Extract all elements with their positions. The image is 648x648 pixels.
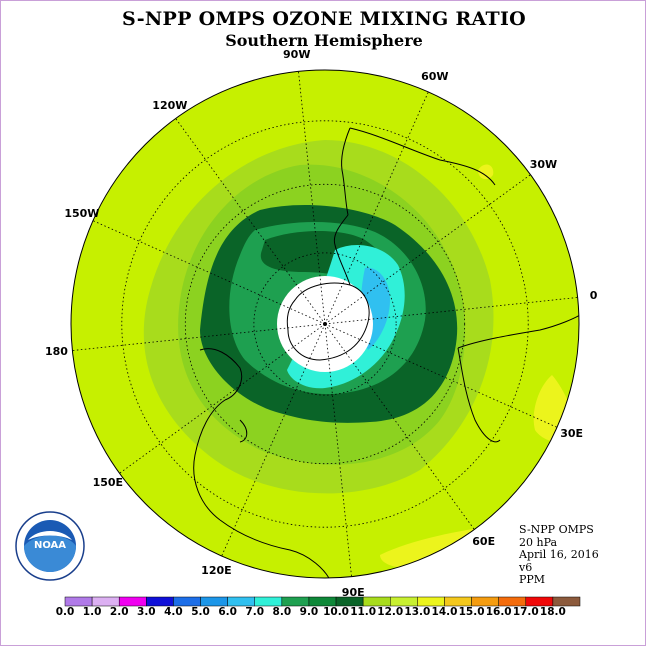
longitude-label-30w: 30W xyxy=(529,158,558,172)
pressure-label: 20 hPa xyxy=(519,535,558,549)
longitude-label-90e: 90E xyxy=(341,585,365,599)
colorbar-tick-label: 11.0 xyxy=(350,606,377,618)
map-border xyxy=(70,69,580,579)
colorbar-swatch xyxy=(390,596,418,607)
longitude-label-150w: 150W xyxy=(64,207,100,221)
colorbar-tick-label: 3.0 xyxy=(137,606,156,618)
colorbar-swatch xyxy=(173,596,201,607)
colorbar-swatch xyxy=(444,596,472,607)
map-title: S-NPP OMPS OZONE MIXING RATIO xyxy=(121,8,527,30)
colorbar-swatch xyxy=(417,596,445,607)
coastlines xyxy=(193,127,579,578)
longitude-label-90w: 90W xyxy=(283,48,311,62)
colorbar-tick-label: 16.0 xyxy=(485,606,512,618)
longitude-label-180: 180 xyxy=(44,345,68,359)
colorbar-swatch xyxy=(471,596,499,607)
longitude-label-60e: 60E xyxy=(472,535,496,549)
colorbar-swatch xyxy=(118,596,147,607)
colorbar-tick-label: 9.0 xyxy=(299,606,319,618)
colorbar-swatch xyxy=(308,596,337,607)
south-pole-marker xyxy=(323,322,327,326)
colorbar-swatch xyxy=(146,596,174,607)
longitude-label-0: 0 xyxy=(589,288,598,302)
longitude-label-120w: 120W xyxy=(152,98,188,112)
colorbar-tick-label: 4.0 xyxy=(164,606,183,618)
colorbar-tick-label: 8.0 xyxy=(272,606,292,618)
units-label: PPM xyxy=(519,573,546,586)
graticule xyxy=(72,71,578,577)
colorbar xyxy=(64,596,581,607)
logo-text: NOAA xyxy=(34,540,66,551)
colorbar-swatch xyxy=(525,596,554,607)
colorbar-tick-label: 17.0 xyxy=(512,606,539,618)
colorbar-tick-label: 0.0 xyxy=(55,606,75,618)
longitude-label-30e: 30E xyxy=(560,426,584,440)
instrument-label: S-NPP OMPS xyxy=(519,523,594,536)
colorbar-tick-label: 7.0 xyxy=(245,606,265,618)
colorbar-swatch xyxy=(362,596,391,607)
colorbar-tick-label: 10.0 xyxy=(323,606,350,618)
colorbar-swatch xyxy=(91,596,120,607)
info-block: S-NPP OMPS 20 hPa April 16, 2016 v6 PPM xyxy=(519,523,599,587)
map-disk xyxy=(71,70,579,578)
colorbar-swatch xyxy=(227,596,255,607)
colorbar-tick-label: 2.0 xyxy=(109,606,129,618)
colorbar-tick-label: 5.0 xyxy=(191,606,210,618)
colorbar-tick-label: 13.0 xyxy=(404,606,431,618)
colorbar-swatch xyxy=(281,596,310,607)
longitude-label-150e: 150E xyxy=(92,475,124,489)
colorbar-tick-label: 12.0 xyxy=(377,606,404,618)
colorbar-tick-label: 18.0 xyxy=(539,606,566,618)
colorbar-tick-label: 15.0 xyxy=(458,606,485,618)
contour-8-blob xyxy=(255,318,273,334)
version-label: v6 xyxy=(519,560,533,574)
colorbar-swatch xyxy=(64,596,93,607)
longitude-label-60w: 60W xyxy=(421,70,449,84)
longitude-label-120e: 120E xyxy=(201,563,232,577)
map-subtitle: Southern Hemisphere xyxy=(225,31,423,50)
colorbar-tick-label: 14.0 xyxy=(431,606,458,618)
colorbar-labels: 0.0 1.0 2.0 3.0 4.0 5.0 6.0 7.0 8.0 9.0 10.0 11.0 12… xyxy=(0,606,648,620)
colorbar-swatch xyxy=(254,596,283,607)
date-label: April 16, 2016 xyxy=(519,548,599,561)
colorbar-swatch xyxy=(200,596,228,607)
colorbar-tick-label: 6.0 xyxy=(218,606,237,618)
colorbar-tick-label: 1.0 xyxy=(82,606,102,618)
colorbar-swatch xyxy=(552,596,581,607)
contour-13-region-north xyxy=(478,164,494,180)
noaa-logo-icon: NOAA xyxy=(15,511,85,581)
colorbar-swatch xyxy=(498,596,527,607)
